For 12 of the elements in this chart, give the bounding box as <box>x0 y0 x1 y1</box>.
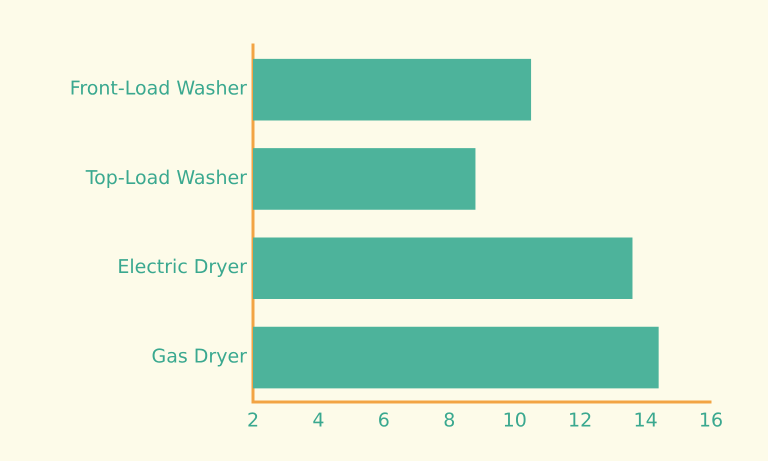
x-tick-label: 6 <box>378 410 390 432</box>
x-tick-label: 8 <box>443 410 456 432</box>
y-tick-label: Gas Dryer <box>152 345 248 368</box>
y-tick-label: Front-Load Washer <box>70 78 248 100</box>
x-tick-label: 4 <box>312 410 324 432</box>
x-tick-label: 2 <box>246 410 260 432</box>
y-tick-label: Electric Dryer <box>117 256 248 278</box>
x-tick-label: 12 <box>568 410 592 432</box>
x-tick-label: 16 <box>698 410 724 432</box>
x-tick-label: 10 <box>502 410 527 432</box>
y-tick-label: Top-Load Washer <box>84 166 248 189</box>
x-tick-label: 14 <box>633 410 658 432</box>
